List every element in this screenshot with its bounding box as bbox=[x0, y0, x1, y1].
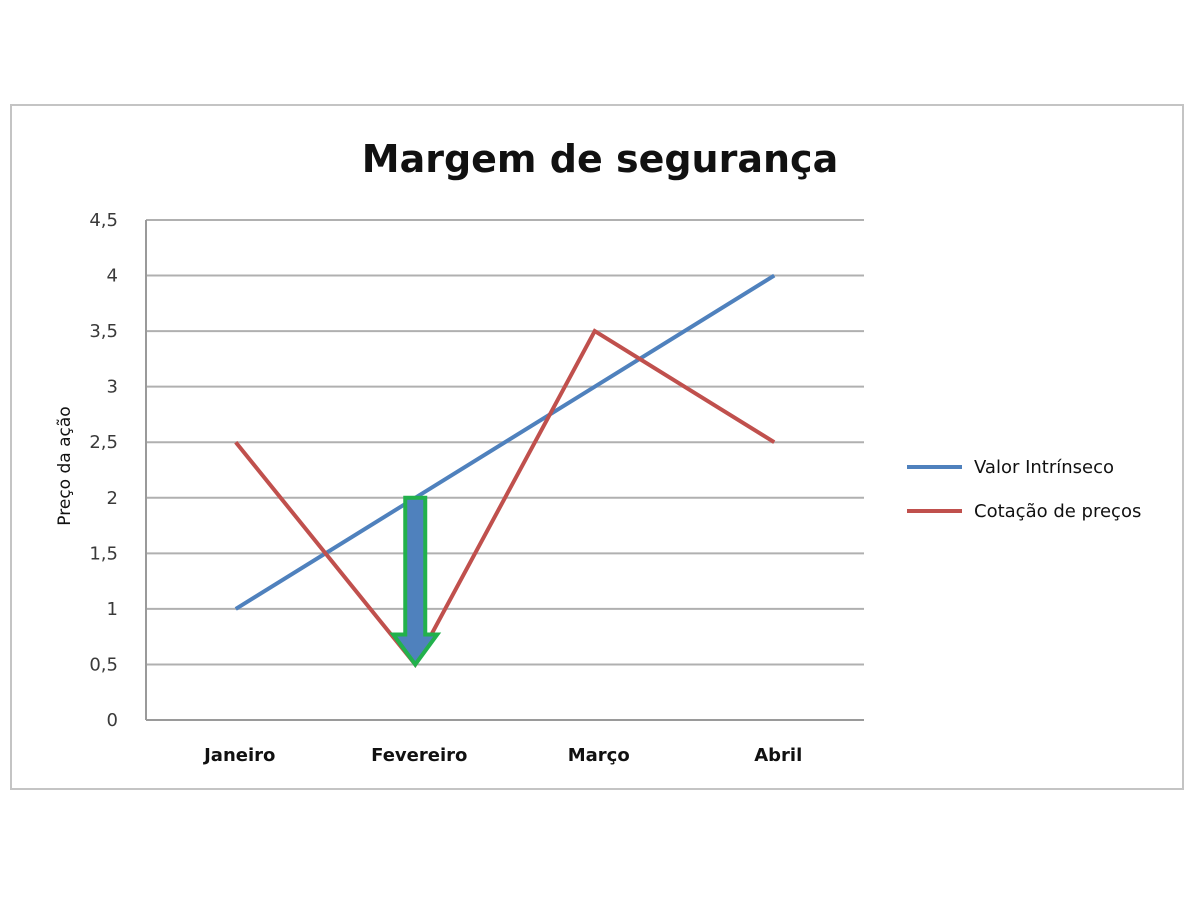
chart-title: Margem de segurança bbox=[362, 137, 838, 181]
y-tick-label: 4,5 bbox=[89, 210, 118, 231]
y-tick-label: 1 bbox=[107, 599, 118, 620]
x-tick-label: Abril bbox=[754, 745, 802, 766]
legend-label: Cotação de preços bbox=[974, 501, 1141, 522]
margin-arrow-annotation bbox=[389, 495, 442, 668]
x-tick-label: Fevereiro bbox=[371, 745, 467, 766]
y-tick-label: 3,5 bbox=[89, 321, 118, 342]
y-tick-label: 2,5 bbox=[89, 432, 118, 453]
y-tick-label: 0 bbox=[107, 710, 118, 731]
chart-frame bbox=[10, 104, 1184, 790]
y-tick-label: 0,5 bbox=[89, 654, 118, 675]
x-axis-ticks: Janeiro Fevereiro Março Abril bbox=[202, 745, 802, 766]
y-tick-label: 3 bbox=[107, 377, 118, 398]
series-lines bbox=[234, 273, 776, 669]
legend-label: Valor Intrínseco bbox=[974, 457, 1114, 478]
gridlines bbox=[145, 219, 864, 721]
legend: Valor Intrínseco Cotação de preços bbox=[907, 457, 1141, 522]
y-tick-label: 4 bbox=[107, 266, 118, 287]
x-tick-label: Janeiro bbox=[202, 745, 275, 766]
y-tick-label: 2 bbox=[107, 488, 118, 509]
y-axis-ticks: 0 0,5 1 1,5 2 2,5 3 3,5 4 4,5 bbox=[89, 210, 118, 731]
x-tick-label: Março bbox=[568, 745, 630, 766]
down-arrow-icon bbox=[389, 495, 442, 668]
y-tick-label: 1,5 bbox=[89, 543, 118, 564]
series-line-2 bbox=[234, 328, 776, 669]
y-axis-label: Preço da ação bbox=[55, 406, 75, 525]
